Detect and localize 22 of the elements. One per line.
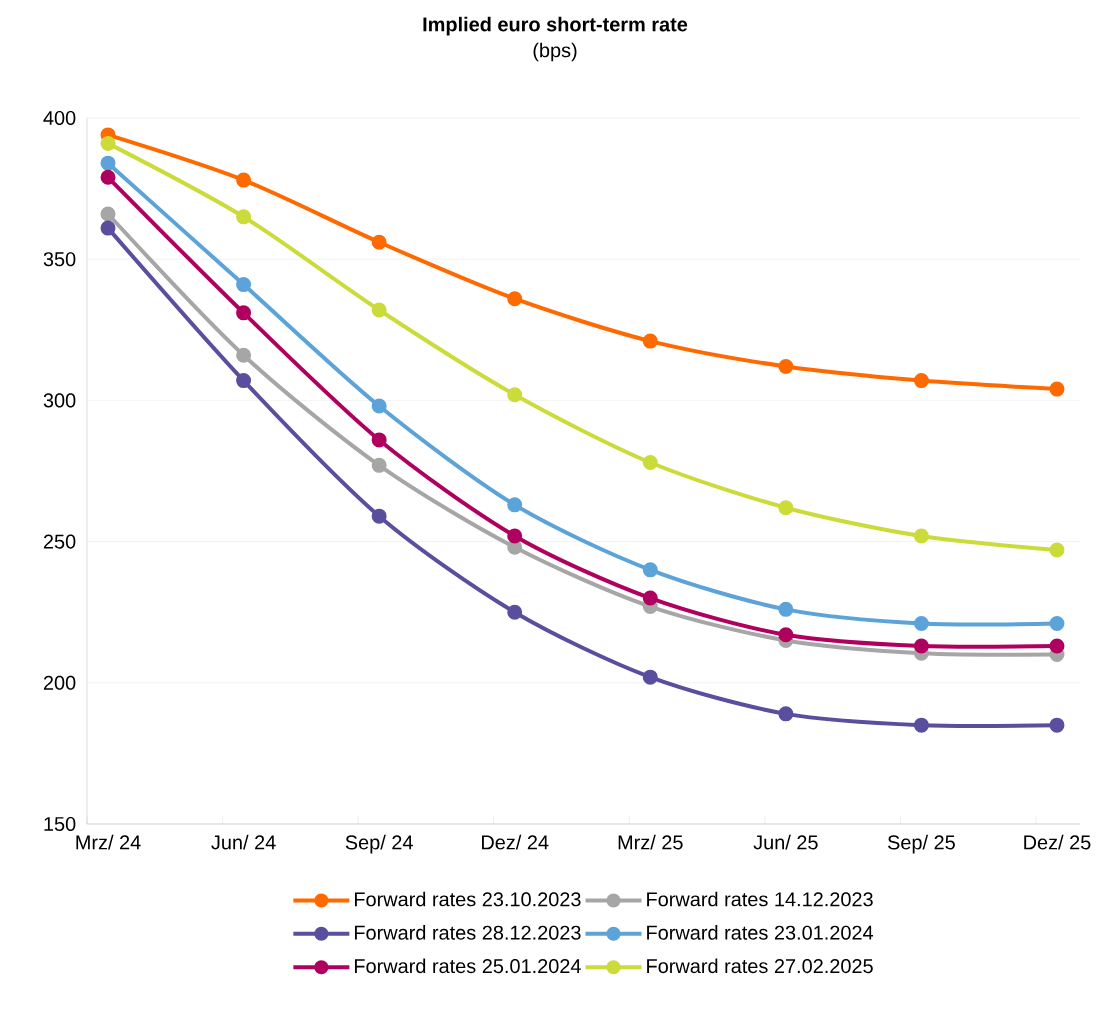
x-tick-label: Mrz/ 25 <box>618 834 683 850</box>
legend-label: Forward rates 14.12.2023 <box>647 891 873 907</box>
y-tick-label: 250 <box>43 534 76 549</box>
legend-label: Forward rates 23.01.2024 <box>647 925 874 940</box>
legend-label: Forward rates 23.10.2023 <box>354 891 581 907</box>
legend-label: Forward rates 25.01.2024 <box>354 958 581 974</box>
x-tick-label: Mrz/ 24 <box>76 834 141 850</box>
x-tick-label: Dez/ 25 <box>1024 834 1091 850</box>
x-tick-label: Sep/ 24 <box>345 834 413 854</box>
y-tick-label: 350 <box>43 252 76 267</box>
x-tick-label: Jun/ 25 <box>753 834 818 850</box>
legend-label: Forward rates 28.12.2023 <box>354 925 581 940</box>
y-tick-label: 400 <box>43 110 76 126</box>
y-tick-label: 200 <box>43 675 76 690</box>
x-tick-label: Jun/ 24 <box>211 834 276 850</box>
chart-subtitle: (bps) <box>533 42 577 62</box>
y-tick-label: 150 <box>44 816 76 832</box>
x-tick-label: Sep/ 25 <box>887 834 955 854</box>
legend-label: Forward rates 27.02.2025 <box>647 958 873 974</box>
y-tick-label: 300 <box>43 393 76 408</box>
x-tick-label: Dez/ 24 <box>482 834 549 850</box>
chart-title: Implied euro short-term rate <box>423 16 688 36</box>
